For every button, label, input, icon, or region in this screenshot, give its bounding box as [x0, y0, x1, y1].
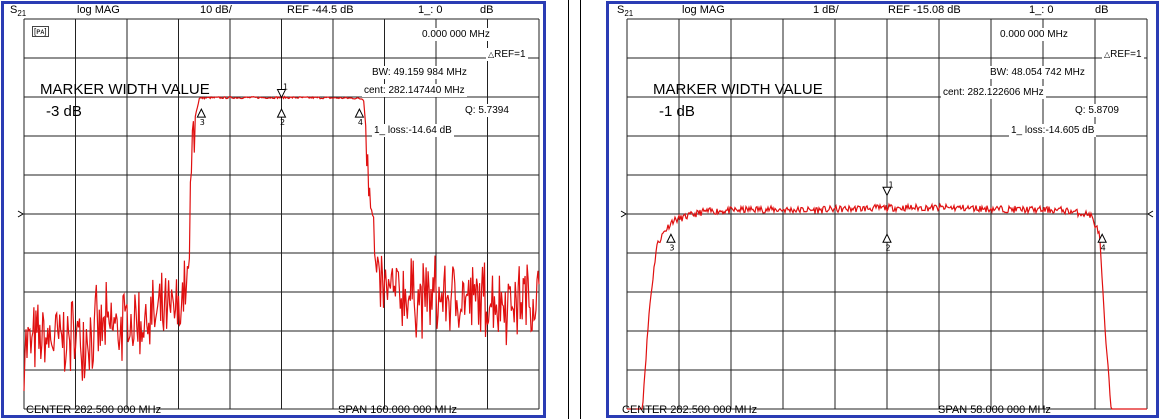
marker-triangle [1097, 233, 1107, 243]
reference-label: REF -15.08 dB [888, 4, 961, 16]
marker-width-title: MARKER WIDTH VALUE [40, 81, 210, 98]
marker-number: 1 [888, 180, 893, 189]
scale-label: 1 dB/ [813, 4, 839, 16]
width-value: -3 dB [46, 103, 82, 120]
marker-triangle [354, 107, 365, 118]
measurement-trace [627, 202, 1147, 410]
frequency-span: SPAN 160.000 000 MHz [338, 404, 458, 416]
reference-label: REF -44.5 dB [287, 4, 354, 16]
panel-frame [606, 1, 1159, 418]
trace-plot: 1 2 3 4 [620, 18, 1154, 410]
marker-frequency: 0.000 000 MHz [998, 28, 1070, 41]
marker-header: 1_: 0 [1029, 4, 1054, 16]
marker-triangle [196, 107, 207, 118]
marker-header: 1_: 0 [418, 4, 443, 16]
width-value: -1 dB [659, 103, 695, 120]
marker-frequency: 0.000 000 MHz [420, 28, 492, 41]
format-label: log MAG [77, 4, 120, 16]
center-readout: cent: 282.122606 MHz [941, 86, 1046, 99]
q-readout: Q: 5.7394 [463, 104, 511, 117]
marker-number: 2 [280, 118, 285, 127]
parameter-label: S21 [10, 4, 27, 19]
bandwidth-readout: BW: 49.159 984 MHz [370, 66, 469, 79]
loss-readout: 1_ loss:-14.64 dB [372, 124, 454, 137]
panel-divider [580, 0, 581, 419]
marker-triangle [666, 233, 676, 243]
marker-triangle [882, 233, 892, 243]
marker-number: 2 [885, 243, 890, 252]
bandwidth-readout: BW: 48.054 742 MHz [988, 66, 1087, 79]
marker-group: 1 2 3 4 [666, 180, 1107, 252]
marker-number: 3 [669, 243, 674, 252]
corner-icon: [ᴘᴀ] [32, 26, 49, 37]
reference-arrow [17, 210, 24, 218]
marker-group: 1 2 3 4 [196, 83, 365, 127]
unit-label: dB [480, 4, 494, 16]
marker-number: 4 [1101, 243, 1106, 252]
parameter-label: S21 [617, 4, 634, 19]
marker-triangle [276, 89, 287, 99]
analyzer-panel-right: S21 log MAG 1 dB/ REF -15.08 dB 1_: 0 dB… [605, 0, 1160, 419]
ref-indicator: △REF=1 [486, 48, 528, 61]
marker-number: 3 [200, 118, 205, 127]
center-readout: cent: 282.147440 MHz [362, 84, 467, 97]
ref-indicator: △REF=1 [1102, 48, 1144, 61]
grid-lines [626, 18, 1148, 410]
frequency-span: SPAN 58.000 000 MHz [938, 404, 1051, 416]
analyzer-panel-left: S21 log MAG 10 dB/ REF -44.5 dB 1_: 0 dB… [0, 0, 547, 419]
marker-width-title: MARKER WIDTH VALUE [653, 81, 823, 98]
panel-frame [1, 1, 546, 418]
q-readout: Q: 5.8709 [1073, 104, 1121, 117]
format-label: log MAG [682, 4, 725, 16]
marker-number: 1 [283, 83, 288, 92]
unit-label: dB [1095, 4, 1109, 16]
reference-arrow [1147, 210, 1154, 218]
scale-label: 10 dB/ [200, 4, 232, 16]
marker-number: 4 [358, 118, 363, 127]
center-frequency: CENTER 282.500 000 MHz [622, 404, 758, 416]
marker-triangle [276, 107, 287, 118]
panel-divider [568, 0, 569, 419]
marker-triangle [882, 186, 892, 197]
loss-readout: 1_ loss:-14.605 dB [1009, 124, 1097, 137]
reference-arrow [620, 210, 627, 218]
center-frequency: CENTER 282.500 000 MHz [26, 404, 162, 416]
trace-plot: 1 2 3 4 [17, 18, 540, 410]
